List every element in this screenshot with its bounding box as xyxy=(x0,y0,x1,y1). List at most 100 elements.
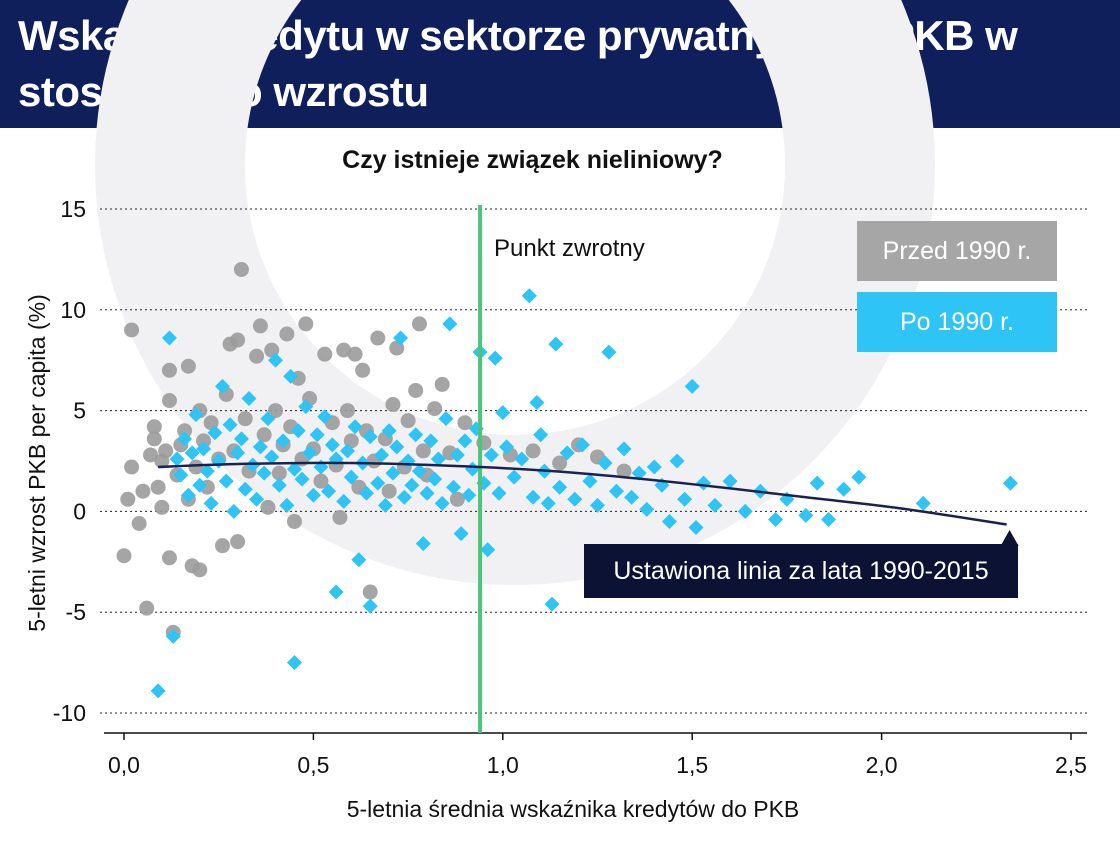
data-point-after-1990 xyxy=(525,489,541,505)
data-point-after-1990 xyxy=(393,330,409,346)
data-point-before-1990 xyxy=(256,427,272,443)
data-point-before-1990 xyxy=(233,261,249,277)
legend-item-after-1990: Po 1990 r. xyxy=(857,292,1057,352)
y-axis-ticks: 15 10 5 0 -5 -10 xyxy=(53,196,86,726)
data-point-after-1990 xyxy=(283,368,299,384)
data-point-before-1990 xyxy=(355,362,371,378)
data-point-after-1990 xyxy=(408,427,424,443)
data-point-after-1990 xyxy=(374,447,390,463)
data-point-after-1990 xyxy=(669,453,685,469)
data-point-after-1990 xyxy=(161,330,177,346)
data-point-after-1990 xyxy=(544,596,560,612)
x-axis: 0,0 0,5 1,0 1,5 2,0 2,5 xyxy=(104,732,1087,778)
data-point-after-1990 xyxy=(661,513,677,529)
data-point-after-1990 xyxy=(631,465,647,481)
data-point-before-1990 xyxy=(192,562,208,578)
data-point-after-1990 xyxy=(624,489,640,505)
data-point-after-1990 xyxy=(453,526,469,542)
data-point-after-1990 xyxy=(499,439,515,455)
data-point-after-1990 xyxy=(521,288,537,304)
data-point-after-1990 xyxy=(419,485,435,501)
data-point-before-1990 xyxy=(370,330,386,346)
data-point-after-1990 xyxy=(362,598,378,614)
data-point-after-1990 xyxy=(279,497,295,513)
data-point-after-1990 xyxy=(317,409,333,425)
data-point-before-1990 xyxy=(180,358,196,374)
data-point-before-1990 xyxy=(415,443,431,459)
data-point-after-1990 xyxy=(616,441,632,457)
y-tick-label: 10 xyxy=(60,297,86,323)
data-point-before-1990 xyxy=(336,342,352,358)
data-point-before-1990 xyxy=(161,362,177,378)
data-point-before-1990 xyxy=(143,447,159,463)
data-point-after-1990 xyxy=(286,655,302,671)
data-point-after-1990 xyxy=(233,431,249,447)
data-point-before-1990 xyxy=(161,393,177,409)
data-point-after-1990 xyxy=(169,451,185,467)
data-point-after-1990 xyxy=(461,487,477,503)
x-tick-label: 0,0 xyxy=(108,752,140,778)
data-point-after-1990 xyxy=(707,497,723,513)
data-point-before-1990 xyxy=(434,376,450,392)
data-point-after-1990 xyxy=(404,477,420,493)
data-point-after-1990 xyxy=(389,439,405,455)
data-point-after-1990 xyxy=(442,316,458,332)
data-point-after-1990 xyxy=(241,391,257,407)
data-point-after-1990 xyxy=(252,439,268,455)
data-point-after-1990 xyxy=(639,501,655,517)
data-point-after-1990 xyxy=(381,423,397,439)
data-point-before-1990 xyxy=(457,415,473,431)
data-point-after-1990 xyxy=(271,477,287,493)
data-point-before-1990 xyxy=(552,455,568,471)
data-point-after-1990 xyxy=(608,483,624,499)
legend-item-before-1990: Przed 1990 r. xyxy=(857,221,1057,281)
chart-subtitle: Czy istnieje związek nieliniowy? xyxy=(342,146,723,174)
data-point-before-1990 xyxy=(146,419,162,435)
data-point-after-1990 xyxy=(601,344,617,360)
data-point-before-1990 xyxy=(177,423,193,439)
data-point-after-1990 xyxy=(298,399,314,415)
data-point-after-1990 xyxy=(597,455,613,471)
data-point-after-1990 xyxy=(256,465,272,481)
data-point-before-1990 xyxy=(286,513,302,529)
data-point-after-1990 xyxy=(370,475,386,491)
data-point-before-1990 xyxy=(237,411,253,427)
data-point-after-1990 xyxy=(722,473,738,489)
data-point-after-1990 xyxy=(188,407,204,423)
data-point-after-1990 xyxy=(249,491,265,507)
data-point-after-1990 xyxy=(245,457,261,473)
data-point-before-1990 xyxy=(385,397,401,413)
data-point-after-1990 xyxy=(207,425,223,441)
y-tick-label: -5 xyxy=(66,599,86,625)
data-point-after-1990 xyxy=(574,437,590,453)
data-point-after-1990 xyxy=(377,497,393,513)
data-point-after-1990 xyxy=(514,451,530,467)
fit-label-pointer xyxy=(1000,530,1019,546)
data-point-after-1990 xyxy=(430,451,446,467)
data-point-before-1990 xyxy=(381,483,397,499)
data-point-after-1990 xyxy=(552,479,568,495)
data-point-before-1990 xyxy=(332,509,348,525)
fit-line-label: Ustawiona linia za lata 1990-2015 xyxy=(584,544,1018,598)
data-point-after-1990 xyxy=(464,461,480,477)
x-tick-label: 1,5 xyxy=(676,752,708,778)
data-point-after-1990 xyxy=(809,475,825,491)
data-point-after-1990 xyxy=(684,378,700,394)
data-point-after-1990 xyxy=(449,447,465,463)
data-point-after-1990 xyxy=(385,465,401,481)
data-point-after-1990 xyxy=(260,411,276,427)
data-point-after-1990 xyxy=(286,461,302,477)
data-point-after-1990 xyxy=(529,395,545,411)
data-point-before-1990 xyxy=(313,473,329,489)
data-point-before-1990 xyxy=(124,459,140,475)
data-point-before-1990 xyxy=(411,316,427,332)
data-point-after-1990 xyxy=(165,628,181,644)
data-point-after-1990 xyxy=(836,481,852,497)
data-point-after-1990 xyxy=(483,447,499,463)
data-point-after-1990 xyxy=(446,479,462,495)
data-point-after-1990 xyxy=(290,423,306,439)
data-point-after-1990 xyxy=(230,445,246,461)
y-tick-label: -10 xyxy=(53,700,86,726)
